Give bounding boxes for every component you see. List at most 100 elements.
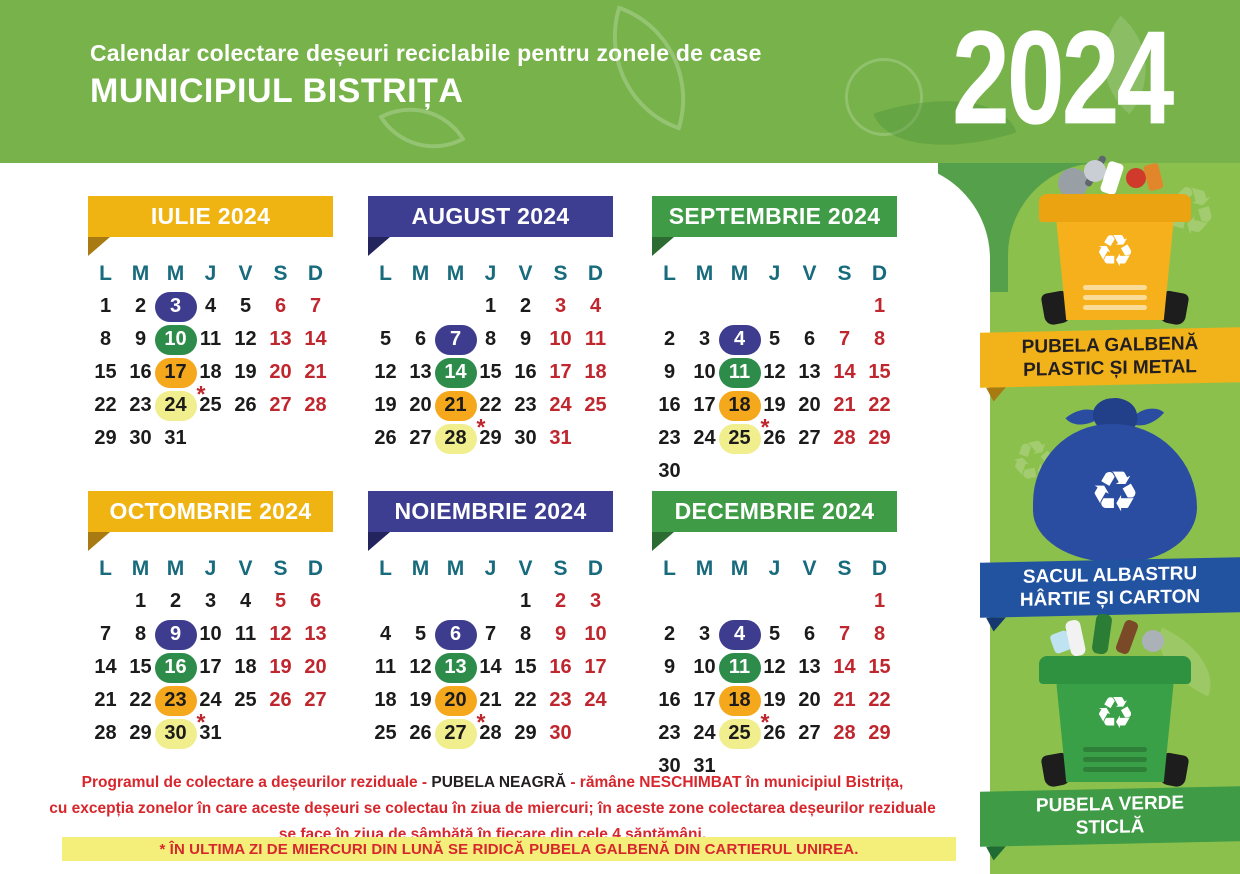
day-cell: 6 xyxy=(309,590,322,612)
weekday-header: S xyxy=(553,261,568,285)
footer-line1: Programul de colectare a deșeurilor rezi… xyxy=(81,774,904,791)
day-cell: 1 xyxy=(519,590,532,612)
day-cell: 14 xyxy=(434,357,477,388)
collection-day-green: 16 xyxy=(154,652,197,683)
recycle-icon: ♻ xyxy=(1095,226,1135,277)
day-cell: 15 xyxy=(94,361,117,383)
month-iulie-2024: IULIE 2024 L M M J V S D 1 2 3 4 5 6 7 8 9 10 11 12 13 14 15 16… xyxy=(88,196,333,455)
asterisk-marker: * xyxy=(196,708,206,735)
day-cell: 19 xyxy=(269,656,292,678)
day-cell: 7 xyxy=(838,328,851,350)
weekday-header: S xyxy=(553,556,568,580)
day-cell: 2 xyxy=(169,590,182,612)
day-cell: 3 xyxy=(554,295,567,317)
day-cell: 18 xyxy=(718,685,761,716)
banner-fold xyxy=(368,237,390,256)
leaf-doodle-icon xyxy=(586,5,712,131)
weekday-header: S xyxy=(273,556,288,580)
day-cell: 3 xyxy=(204,590,217,612)
day-cell: 5 xyxy=(239,295,252,317)
day-cell: 7 xyxy=(99,623,112,645)
day-cell: 20 xyxy=(798,394,821,416)
day-cell: 8 xyxy=(873,623,886,645)
weekday-header: V xyxy=(238,556,253,580)
day-cell: 11 xyxy=(199,328,222,350)
weekday-header: M xyxy=(695,556,714,580)
day-cell: 29 xyxy=(514,722,537,744)
month-banner: AUGUST 2024 xyxy=(368,196,613,256)
footer-line2: cu excepția zonelor în care aceste deșeu… xyxy=(49,800,936,817)
collection-day-last-wednesday: 28 * xyxy=(434,414,486,454)
day-cell: 3 xyxy=(589,590,602,612)
day-cell: 20 xyxy=(409,394,432,416)
day-cell: 29 xyxy=(868,427,891,449)
day-cell: 27 xyxy=(409,427,432,449)
day-cell: 10 xyxy=(584,623,607,645)
collection-day-last-wednesday: 27 * xyxy=(434,709,486,749)
day-cell: 17 xyxy=(154,357,197,388)
collection-day-green: 11 xyxy=(718,652,761,683)
weekday-header: M xyxy=(730,556,749,580)
day-cell: 14 xyxy=(833,656,856,678)
weekday-header: L xyxy=(379,556,392,580)
day-cell: 21 xyxy=(833,394,856,416)
poster-title: MUNICIPIUL BISTRIȚA xyxy=(90,72,464,110)
weekday-header: D xyxy=(587,261,604,285)
day-cell: 17 xyxy=(693,689,716,711)
month-octombrie-2024: OCTOMBRIE 2024 L M M J V S D 1 2 3 4 5 6 7 8 9 10 11 12 13 14… xyxy=(88,491,333,750)
day-cell: 24 xyxy=(584,689,607,711)
day-cell: 4 xyxy=(718,324,761,355)
day-cell: 11 xyxy=(234,623,257,645)
day-cell: 25 * xyxy=(718,709,770,749)
day-cell: 16 xyxy=(514,361,537,383)
day-cell: 23 xyxy=(129,394,152,416)
day-cell: 29 xyxy=(94,427,117,449)
day-cell: 17 xyxy=(584,656,607,678)
month-noiembrie-2024: NOIEMBRIE 2024 L M M J V S D 1 2 3 4 5 6 7 8 9 10 11 12 13 14… xyxy=(368,491,613,750)
weekday-header: M xyxy=(131,556,150,580)
asterisk-marker: * xyxy=(476,413,486,440)
day-cell: 12 xyxy=(234,328,257,350)
day-cell: 4 xyxy=(204,295,217,317)
weekday-header: J xyxy=(204,556,217,580)
day-cell: 15 xyxy=(129,656,152,678)
collection-day-green: 11 xyxy=(718,357,761,388)
day-cell: 29 xyxy=(868,722,891,744)
day-cell: 30 xyxy=(129,427,152,449)
weekday-header: L xyxy=(663,556,676,580)
collection-day-blue: 4 xyxy=(718,619,761,650)
day-cell: 16 xyxy=(154,652,197,683)
day-cell: 19 xyxy=(374,394,397,416)
legend-label: STICLĂ xyxy=(1075,816,1145,839)
day-cell: 2 xyxy=(663,328,676,350)
asterisk-marker: * xyxy=(196,380,206,407)
day-cell: 14 xyxy=(479,656,502,678)
collection-day-blue: 3 xyxy=(154,291,197,322)
day-cell: 9 xyxy=(663,361,676,383)
year-label: 2024 xyxy=(952,4,1174,153)
banner-fold xyxy=(88,532,110,551)
weekday-header: L xyxy=(379,261,392,285)
day-cell: 4 xyxy=(589,295,602,317)
weekday-header: M xyxy=(166,556,185,580)
asterisk-marker: * xyxy=(476,708,486,735)
day-cell: 1 xyxy=(873,295,886,317)
day-cell: 15 xyxy=(479,361,502,383)
weekday-header: J xyxy=(484,261,497,285)
day-cell: 16 xyxy=(658,689,681,711)
collection-day-orange: 23 xyxy=(154,685,197,716)
day-cell: 13 xyxy=(304,623,327,645)
asterisk-marker: * xyxy=(760,413,770,440)
weekday-header: M xyxy=(166,261,185,285)
day-cell: 18 xyxy=(718,390,761,421)
day-cell: 28 xyxy=(479,722,502,744)
collection-day-last-wednesday: 30 * xyxy=(154,709,206,749)
legend-band-green-bin: PUBELA VERDE STICLĂ xyxy=(980,786,1240,846)
weekday-header: V xyxy=(802,556,817,580)
day-cell: 21 xyxy=(94,689,117,711)
day-cell: 28 xyxy=(304,394,327,416)
day-cell: 28 xyxy=(94,722,117,744)
collection-day-green: 10 xyxy=(154,324,197,355)
day-cell: 15 xyxy=(868,361,891,383)
